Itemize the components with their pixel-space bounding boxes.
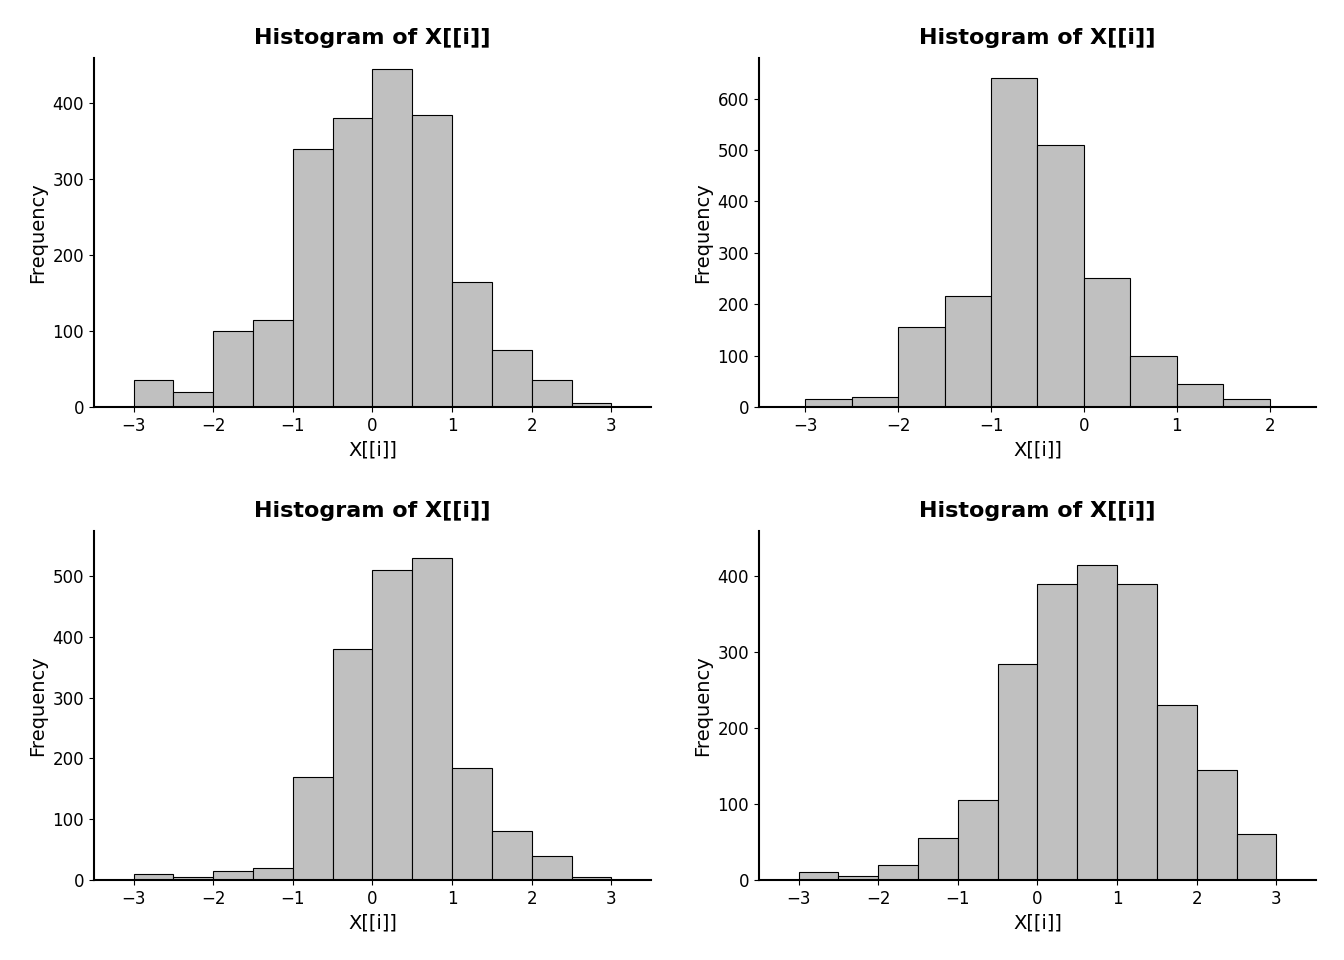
- X-axis label: X[[i]]: X[[i]]: [348, 913, 396, 932]
- Title: Histogram of X[[i]]: Histogram of X[[i]]: [919, 28, 1156, 48]
- Bar: [945, 297, 991, 407]
- Bar: [1223, 399, 1270, 407]
- Bar: [173, 876, 214, 880]
- Y-axis label: Frequency: Frequency: [694, 181, 712, 282]
- Bar: [173, 392, 214, 407]
- Bar: [1038, 584, 1078, 880]
- Bar: [332, 649, 372, 880]
- Bar: [214, 331, 253, 407]
- Bar: [332, 118, 372, 407]
- Bar: [1085, 278, 1130, 407]
- Bar: [372, 570, 413, 880]
- Bar: [532, 380, 571, 407]
- X-axis label: X[[i]]: X[[i]]: [1013, 913, 1062, 932]
- Title: Histogram of X[[i]]: Histogram of X[[i]]: [919, 501, 1156, 521]
- Bar: [958, 801, 997, 880]
- Bar: [1130, 355, 1177, 407]
- Bar: [997, 663, 1038, 880]
- Title: Histogram of X[[i]]: Histogram of X[[i]]: [254, 28, 491, 48]
- Bar: [133, 874, 173, 880]
- Bar: [1157, 706, 1196, 880]
- Bar: [413, 558, 452, 880]
- X-axis label: X[[i]]: X[[i]]: [1013, 441, 1062, 459]
- Bar: [1078, 564, 1117, 880]
- Bar: [492, 350, 532, 407]
- Bar: [293, 149, 332, 407]
- Bar: [805, 399, 852, 407]
- X-axis label: X[[i]]: X[[i]]: [348, 441, 396, 459]
- Bar: [1196, 770, 1236, 880]
- Y-axis label: Frequency: Frequency: [28, 181, 47, 282]
- Bar: [798, 873, 839, 880]
- Bar: [571, 403, 612, 407]
- Bar: [1038, 145, 1085, 407]
- Bar: [1236, 834, 1277, 880]
- Bar: [253, 320, 293, 407]
- Bar: [133, 380, 173, 407]
- Bar: [991, 78, 1038, 407]
- Bar: [898, 327, 945, 407]
- Y-axis label: Frequency: Frequency: [28, 655, 47, 756]
- Title: Histogram of X[[i]]: Histogram of X[[i]]: [254, 501, 491, 521]
- Bar: [452, 768, 492, 880]
- Bar: [452, 281, 492, 407]
- Bar: [1177, 384, 1223, 407]
- Bar: [492, 831, 532, 880]
- Bar: [1117, 584, 1157, 880]
- Bar: [852, 396, 898, 407]
- Bar: [413, 114, 452, 407]
- Bar: [918, 838, 958, 880]
- Bar: [372, 69, 413, 407]
- Bar: [571, 876, 612, 880]
- Bar: [839, 876, 878, 880]
- Bar: [214, 871, 253, 880]
- Bar: [532, 855, 571, 880]
- Y-axis label: Frequency: Frequency: [694, 655, 712, 756]
- Bar: [878, 865, 918, 880]
- Bar: [293, 777, 332, 880]
- Bar: [253, 868, 293, 880]
